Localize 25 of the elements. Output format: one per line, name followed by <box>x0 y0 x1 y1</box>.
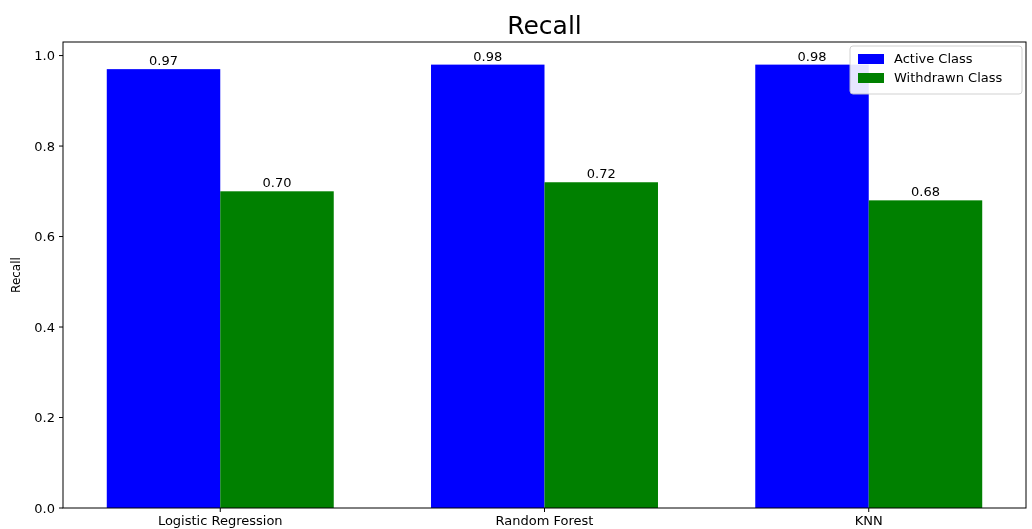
bar <box>431 64 545 508</box>
data-label: 0.70 <box>262 175 292 191</box>
data-label: 0.97 <box>149 53 178 69</box>
legend-label: Withdrawn Class <box>894 70 1003 85</box>
y-axis-title: Recall <box>9 257 23 293</box>
bar <box>106 69 221 508</box>
data-label: 0.98 <box>473 48 503 64</box>
y-tick-label: 0.8 <box>34 138 55 154</box>
y-tick-label: 0.6 <box>34 229 55 245</box>
y-tick-label: 0.0 <box>34 500 55 516</box>
data-label: 0.68 <box>911 184 940 200</box>
bar <box>755 64 869 508</box>
data-label: 0.72 <box>586 166 616 182</box>
y-tick-label: 1.0 <box>34 48 55 64</box>
bar <box>544 182 658 508</box>
x-tick-label: KNN <box>854 513 883 528</box>
legend-label: Active Class <box>894 51 973 66</box>
bar <box>868 200 983 508</box>
x-tick-label: Random Forest <box>495 513 594 528</box>
chart-title: Recall <box>507 11 582 40</box>
bar <box>220 191 334 508</box>
data-label: 0.98 <box>797 48 827 64</box>
y-tick-label: 0.4 <box>34 319 55 335</box>
x-tick-label: Logistic Regression <box>157 513 283 528</box>
y-tick-label: 0.2 <box>34 410 55 426</box>
